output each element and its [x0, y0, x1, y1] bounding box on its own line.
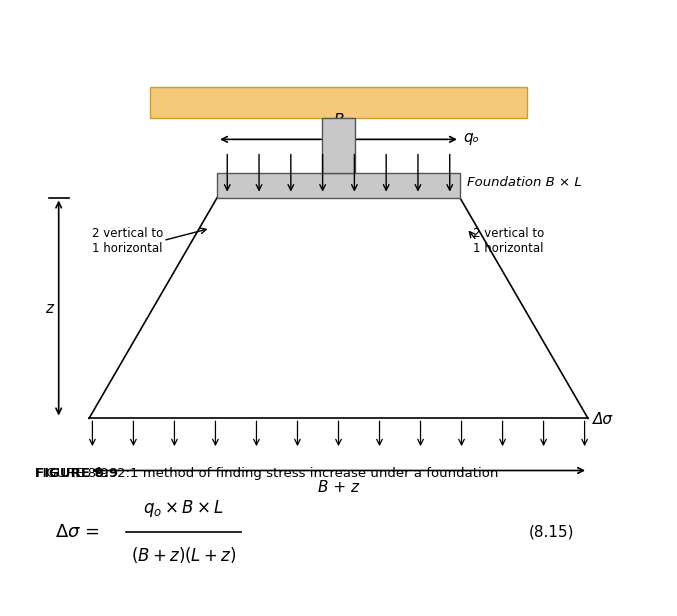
Bar — [322, 118, 355, 173]
Bar — [150, 87, 527, 118]
Text: 2 vertical to
1 horizontal: 2 vertical to 1 horizontal — [473, 227, 544, 254]
Text: $\Delta\sigma$ =: $\Delta\sigma$ = — [56, 523, 100, 541]
Bar — [217, 173, 460, 198]
Text: FIGURE 8.9: FIGURE 8.9 — [35, 468, 118, 480]
Text: Foundation B × L: Foundation B × L — [466, 176, 582, 189]
Text: (8.15): (8.15) — [529, 524, 575, 540]
Text: z: z — [45, 301, 53, 315]
Text: $(B + z)(L + z)$: $(B + z)(L + z)$ — [131, 545, 236, 565]
Text: $q_o \times B \times L$: $q_o \times B \times L$ — [143, 498, 224, 519]
Text: FIGURE 8.9  2:1 method of finding stress increase under a foundation: FIGURE 8.9 2:1 method of finding stress … — [35, 468, 498, 480]
Text: B + z: B + z — [318, 480, 359, 495]
Text: B: B — [333, 113, 344, 128]
Text: Δσ: Δσ — [593, 412, 613, 427]
Text: qₒ: qₒ — [463, 131, 479, 145]
Text: 2 vertical to
1 horizontal: 2 vertical to 1 horizontal — [92, 227, 164, 254]
